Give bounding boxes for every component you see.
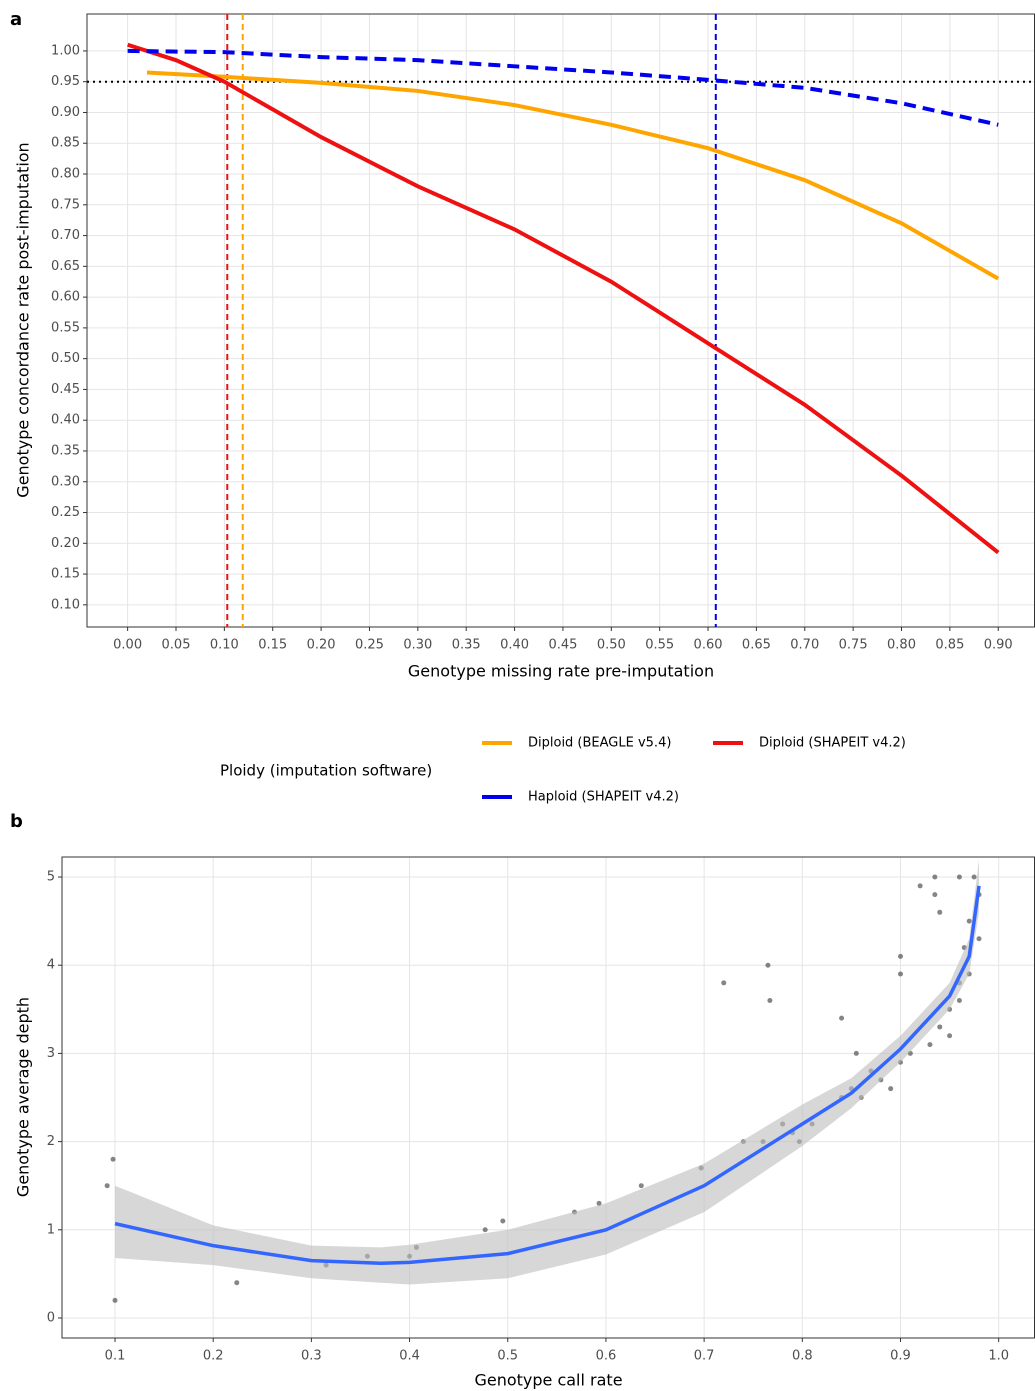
- y-tick-label: 5: [47, 870, 55, 885]
- point: [482, 1227, 488, 1233]
- y-tick-label: 0.55: [51, 320, 80, 335]
- x-tick-label: 0.7: [694, 1349, 715, 1364]
- x-tick-label: 0.30: [403, 638, 432, 653]
- point: [853, 1050, 859, 1056]
- y-tick-label: 4: [47, 958, 55, 973]
- point: [888, 1086, 894, 1092]
- x-tick-label: 0.25: [355, 638, 384, 653]
- x-tick-label: 0.2: [203, 1349, 224, 1364]
- point: [956, 997, 962, 1003]
- y-tick-label: 0: [47, 1310, 55, 1325]
- x-tick-label: 0.65: [742, 638, 771, 653]
- point: [947, 1033, 953, 1039]
- x-axis-title: Genotype missing rate pre-imputation: [408, 662, 714, 681]
- x-tick-label: 0.10: [210, 638, 239, 653]
- x-tick-label: 0.85: [935, 638, 964, 653]
- y-axis-title: Genotype average depth: [14, 997, 33, 1197]
- point: [937, 1024, 943, 1030]
- point: [956, 874, 962, 880]
- legend-title: Ploidy (imputation software): [220, 762, 432, 780]
- y-tick-label: 0.15: [51, 567, 80, 582]
- x-tick-label: 0.8: [792, 1349, 813, 1364]
- fit-line: [114, 885, 981, 1266]
- x-tick-label: 0.3: [301, 1349, 322, 1364]
- y-tick-label: 0.65: [51, 259, 80, 274]
- point: [767, 997, 773, 1003]
- point: [966, 918, 972, 924]
- y-tick-label: 0.10: [51, 597, 80, 612]
- y-tick-label: 0.50: [51, 351, 80, 366]
- panel-label: b: [10, 811, 23, 832]
- confidence-band: [115, 859, 980, 1285]
- x-tick-label: 0.9: [890, 1349, 911, 1364]
- y-tick-label: 0.90: [51, 105, 80, 120]
- x-tick-label: 0.20: [307, 638, 336, 653]
- x-tick-label: 0.1: [105, 1349, 126, 1364]
- y-tick-label: 0.45: [51, 382, 80, 397]
- fit-line: [127, 48, 999, 127]
- x-tick-label: 0.55: [645, 638, 674, 653]
- point: [234, 1280, 240, 1286]
- x-tick-label: 0.90: [984, 638, 1013, 653]
- point: [976, 936, 982, 942]
- point: [937, 909, 943, 915]
- y-tick-label: 1: [47, 1222, 55, 1237]
- y-tick-label: 2: [47, 1134, 55, 1149]
- y-tick-label: 0.80: [51, 167, 80, 182]
- point: [721, 980, 727, 986]
- x-tick-label: 0.45: [548, 638, 577, 653]
- x-tick-label: 0.50: [597, 638, 626, 653]
- x-tick-label: 0.6: [596, 1349, 617, 1364]
- x-tick-label: 1.0: [988, 1349, 1009, 1364]
- y-tick-label: 0.35: [51, 443, 80, 458]
- y-tick-label: 0.60: [51, 290, 80, 305]
- y-tick-label: 1.00: [51, 43, 80, 58]
- point: [932, 874, 938, 880]
- y-tick-label: 3: [47, 1046, 55, 1061]
- x-tick-label: 0.35: [452, 638, 481, 653]
- x-tick-label: 0.15: [258, 638, 287, 653]
- point: [897, 953, 903, 959]
- legend-label: Haploid (SHAPEIT v4.2): [528, 790, 679, 805]
- x-axis-title: Genotype call rate: [474, 1371, 622, 1390]
- point: [765, 962, 771, 968]
- x-tick-label: 0.75: [839, 638, 868, 653]
- x-tick-label: 0.4: [399, 1349, 420, 1364]
- y-tick-label: 0.85: [51, 136, 80, 151]
- point: [110, 1156, 116, 1162]
- x-tick-label: 0.60: [694, 638, 723, 653]
- x-tick-label: 0.80: [887, 638, 916, 653]
- x-tick-label: 0.70: [790, 638, 819, 653]
- x-tick-label: 0.40: [500, 638, 529, 653]
- point: [917, 883, 923, 889]
- panel-label: a: [10, 9, 22, 30]
- point: [112, 1297, 118, 1303]
- panel-border: [86, 13, 1035, 628]
- legend-label: Diploid (BEAGLE v5.4): [528, 736, 671, 751]
- point: [971, 874, 977, 880]
- fit-line: [146, 70, 1000, 281]
- point: [638, 1183, 644, 1189]
- x-tick-label: 0.00: [113, 638, 142, 653]
- point: [897, 971, 903, 977]
- y-tick-label: 0.20: [51, 536, 80, 551]
- fit-line: [127, 42, 1000, 555]
- y-tick-label: 0.40: [51, 413, 80, 428]
- x-tick-label: 0.5: [497, 1349, 518, 1364]
- point: [927, 1042, 933, 1048]
- point: [500, 1218, 506, 1224]
- y-tick-label: 0.95: [51, 74, 80, 89]
- point: [104, 1183, 110, 1189]
- y-axis-title: Genotype concordance rate post-imputatio…: [14, 142, 33, 497]
- point: [596, 1200, 602, 1206]
- y-tick-label: 0.70: [51, 228, 80, 243]
- legend-label: Diploid (SHAPEIT v4.2): [759, 736, 906, 751]
- point: [932, 892, 938, 898]
- y-tick-label: 0.30: [51, 474, 80, 489]
- x-tick-label: 0.05: [162, 638, 191, 653]
- y-tick-label: 0.75: [51, 197, 80, 212]
- point: [839, 1015, 845, 1021]
- y-tick-label: 0.25: [51, 505, 80, 520]
